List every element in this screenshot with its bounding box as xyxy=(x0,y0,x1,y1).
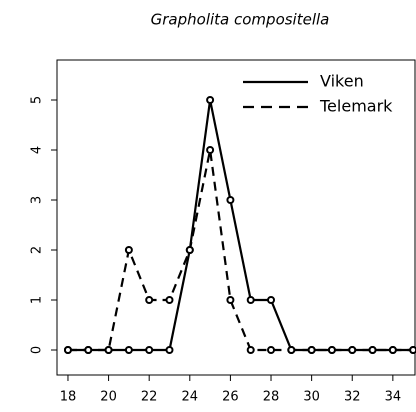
series-point xyxy=(226,196,235,204)
y-tick-label: 2 xyxy=(30,246,45,254)
y-tick-label: 5 xyxy=(30,96,45,104)
x-tick-label: 30 xyxy=(303,390,320,405)
series-point xyxy=(206,146,215,154)
x-tick-label: 32 xyxy=(344,390,361,405)
series-point xyxy=(246,346,255,354)
plot-frame xyxy=(56,59,416,376)
series-line xyxy=(67,99,414,352)
series-point xyxy=(63,346,72,354)
series-point xyxy=(124,246,133,254)
series-point xyxy=(226,296,235,304)
y-tick-label: 4 xyxy=(30,146,45,154)
x-tick-label: 18 xyxy=(60,390,77,405)
series-point xyxy=(368,346,377,354)
series-point xyxy=(388,346,397,354)
y-tick-label: 3 xyxy=(30,196,45,204)
series-point xyxy=(165,296,174,304)
series-point xyxy=(124,346,133,354)
legend-label: Viken xyxy=(320,72,364,91)
x-tick-label: 26 xyxy=(222,390,239,405)
series-point xyxy=(307,346,316,354)
series-point xyxy=(327,346,336,354)
series-point xyxy=(145,296,154,304)
series-point xyxy=(246,296,255,304)
series-point xyxy=(267,296,276,304)
x-tick-label: 20 xyxy=(100,390,117,405)
series-point xyxy=(287,346,296,354)
series-point xyxy=(104,346,113,354)
x-tick-label: 22 xyxy=(141,390,158,405)
series-point xyxy=(348,346,357,354)
series-point xyxy=(206,96,215,104)
series-point xyxy=(185,246,194,254)
series-point xyxy=(409,346,416,354)
series-point xyxy=(145,346,154,354)
chart-title: Grapholita compositella xyxy=(151,11,330,29)
x-tick-label: 28 xyxy=(263,390,280,405)
y-tick-label: 1 xyxy=(30,296,45,304)
series-point xyxy=(84,346,93,354)
y-tick-label: 0 xyxy=(30,346,45,354)
x-tick-label: 24 xyxy=(182,390,199,405)
series-point xyxy=(267,346,276,354)
series-point xyxy=(165,346,174,354)
legend-label: Telemark xyxy=(319,97,393,116)
x-tick-label: 34 xyxy=(385,390,402,405)
